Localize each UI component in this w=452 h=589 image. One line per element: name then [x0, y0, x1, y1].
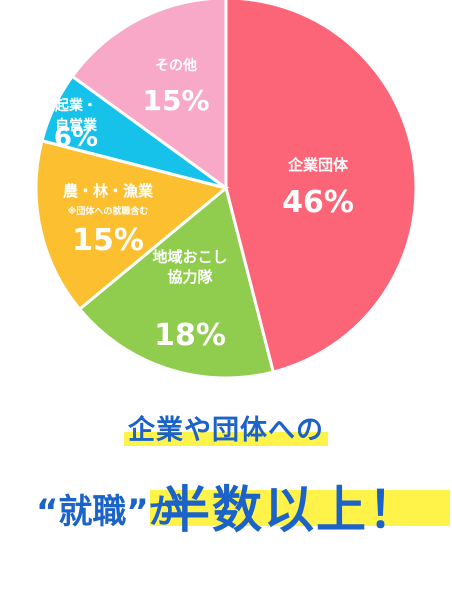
- slice-label: 自営業: [55, 117, 98, 134]
- caption-line-2: “就職”が 半数以上！: [0, 470, 452, 539]
- pie-slice: [224, 0, 418, 374]
- caption-line-2-emphasis: 半数以上！: [160, 481, 420, 539]
- slice-label: 地域おこし: [152, 248, 227, 266]
- slice-label: 協力隊: [167, 268, 213, 286]
- pie-slice: [70, 0, 228, 191]
- slice-note: ※団体への就職含む: [68, 205, 149, 217]
- caption-line-1-text: 企業や団体への: [124, 415, 328, 446]
- caption-line-2-prefix: “就職”が: [36, 492, 183, 532]
- caption-line-1: 企業や団体への: [0, 408, 452, 447]
- pie-slice: [77, 185, 276, 380]
- slice-percentage: 15%: [142, 84, 209, 117]
- pie-slice: [34, 138, 230, 312]
- highlight-bar: [150, 490, 450, 526]
- slice-percentage: 18%: [154, 318, 226, 353]
- slice-percentage: 15%: [72, 223, 144, 258]
- slice-label: 農・林・漁業: [63, 182, 154, 200]
- slice-label: その他: [155, 57, 197, 74]
- slice-label: 企業団体: [287, 156, 349, 174]
- slice-percentage: 6%: [54, 123, 98, 153]
- slice-percentage: 46%: [282, 185, 354, 220]
- slice-label: 起業・: [54, 97, 97, 114]
